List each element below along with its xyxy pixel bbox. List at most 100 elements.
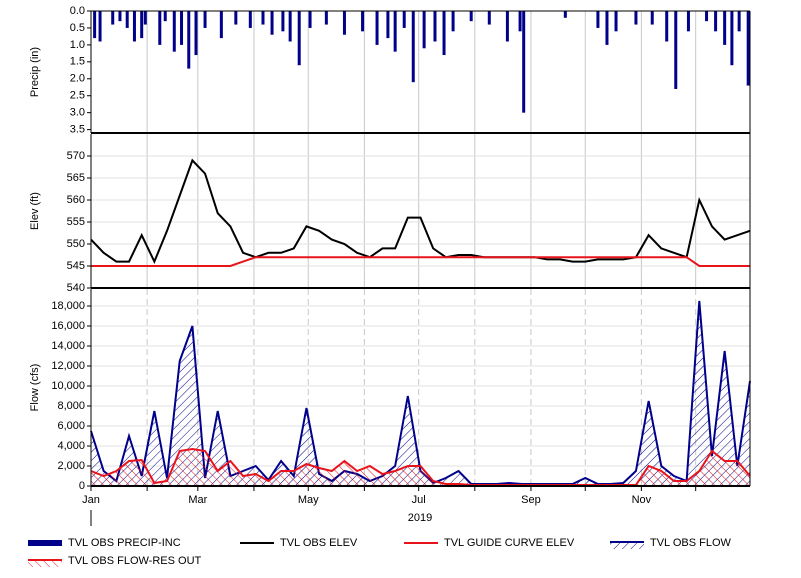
precip-bar <box>469 11 473 22</box>
precip-bar <box>746 11 750 86</box>
precip-bar <box>402 11 406 28</box>
y-tick-label: 2,000 <box>57 460 85 472</box>
elev-line <box>90 158 751 265</box>
y-tick-label: 540 <box>67 282 85 294</box>
precip-bar <box>422 11 426 49</box>
y-axis-label: Elev (ft) <box>29 192 41 230</box>
precip-bar <box>194 11 198 56</box>
y-tick-label: 8,000 <box>57 400 85 412</box>
precip-bar <box>219 11 223 39</box>
precip-bar <box>281 11 285 32</box>
precip-bar <box>723 11 727 45</box>
y-tick-label: 2.5 <box>70 90 85 102</box>
y-tick-label: 0 <box>79 480 85 492</box>
x-tick-label: Jul <box>412 494 426 506</box>
precip-bar <box>297 11 301 66</box>
precip-bar <box>634 11 638 25</box>
precip-bar <box>203 11 207 28</box>
precip-bar <box>324 11 328 25</box>
flow-line <box>90 447 751 486</box>
precip-bar <box>187 11 191 69</box>
y-tick-label: 18,000 <box>51 300 85 312</box>
y-tick-label: 1.0 <box>70 39 85 51</box>
precip-bar <box>158 11 162 45</box>
x-axis-label: 2019 <box>408 512 432 524</box>
y-tick-label: 0.5 <box>70 22 85 34</box>
elev-line <box>91 256 750 267</box>
flow-area <box>91 301 750 486</box>
precip-bar <box>375 11 379 45</box>
y-tick-label: 12,000 <box>51 360 85 372</box>
y-tick-label: 4,000 <box>57 440 85 452</box>
precip-bar <box>451 11 455 32</box>
y-tick-label: 16,000 <box>51 320 85 332</box>
precip-bar <box>674 11 678 89</box>
precip-bar <box>270 11 274 35</box>
y-tick-label: 3.5 <box>70 124 85 136</box>
x-tick-label: Mar <box>188 494 207 506</box>
precip-bar <box>665 11 669 42</box>
y-tick-label: 570 <box>67 150 85 162</box>
legend-label: TVL GUIDE CURVE ELEV <box>444 537 575 549</box>
precip-bar <box>686 11 690 32</box>
precip-bar <box>487 11 491 25</box>
precip-bar <box>714 11 718 32</box>
legend-label: TVL OBS FLOW <box>650 537 732 549</box>
precip-bar <box>163 11 167 22</box>
precip-bar <box>111 11 115 25</box>
x-tick-label: Jan <box>82 494 100 506</box>
y-tick-label: 2.0 <box>70 73 85 85</box>
x-tick-label: Nov <box>632 494 652 506</box>
precip-bar <box>411 11 415 83</box>
precip-bar <box>125 11 129 28</box>
precip-bar <box>563 11 567 18</box>
legend-key <box>28 540 62 546</box>
y-tick-label: 6,000 <box>57 420 85 432</box>
legend-key <box>28 560 62 567</box>
precip-bar <box>248 11 252 28</box>
y-tick-label: 565 <box>67 172 85 184</box>
y-tick-label: 10,000 <box>51 380 85 392</box>
precip-bar <box>730 11 734 66</box>
y-tick-label: 14,000 <box>51 340 85 352</box>
precip-bar <box>172 11 176 52</box>
precip-bar <box>386 11 390 39</box>
legend-key <box>610 542 644 549</box>
y-axis-label: Flow (cfs) <box>29 364 41 412</box>
precip-bar <box>180 11 184 45</box>
precip-bar <box>98 11 102 42</box>
precip-bar <box>705 11 709 22</box>
precip-bar <box>234 11 238 25</box>
precip-bar <box>308 11 312 28</box>
x-tick-label: May <box>298 494 319 506</box>
y-tick-label: 0.0 <box>70 5 85 17</box>
precip-bar <box>393 11 397 52</box>
precip-bar <box>93 11 97 39</box>
x-tick-label: Sep <box>521 494 541 506</box>
precip-bar <box>522 11 526 113</box>
y-tick-label: 550 <box>67 238 85 250</box>
precip-bar <box>118 11 122 22</box>
precip-bar <box>433 11 437 42</box>
precip-bar <box>614 11 618 32</box>
precip-bar <box>518 11 522 32</box>
y-tick-label: 3.0 <box>70 107 85 119</box>
y-tick-label: 1.5 <box>70 56 85 68</box>
precip-bar <box>288 11 292 42</box>
precip-bar <box>143 11 147 25</box>
y-tick-label: 545 <box>67 260 85 272</box>
y-tick-label: 555 <box>67 216 85 228</box>
precip-bar <box>132 11 136 42</box>
y-axis-label: Precip (in) <box>29 47 41 97</box>
precip-bar <box>442 11 446 56</box>
precip-bar <box>342 11 346 35</box>
precip-bar <box>605 11 609 45</box>
precip-bar <box>737 11 741 32</box>
legend-label: TVL OBS PRECIP-INC <box>68 537 181 549</box>
legend-label: TVL OBS ELEV <box>280 537 358 549</box>
legend-label: TVL OBS FLOW-RES OUT <box>68 555 202 567</box>
precip-bar <box>361 11 365 32</box>
precip-bar <box>261 11 265 25</box>
precip-bar <box>140 11 144 39</box>
